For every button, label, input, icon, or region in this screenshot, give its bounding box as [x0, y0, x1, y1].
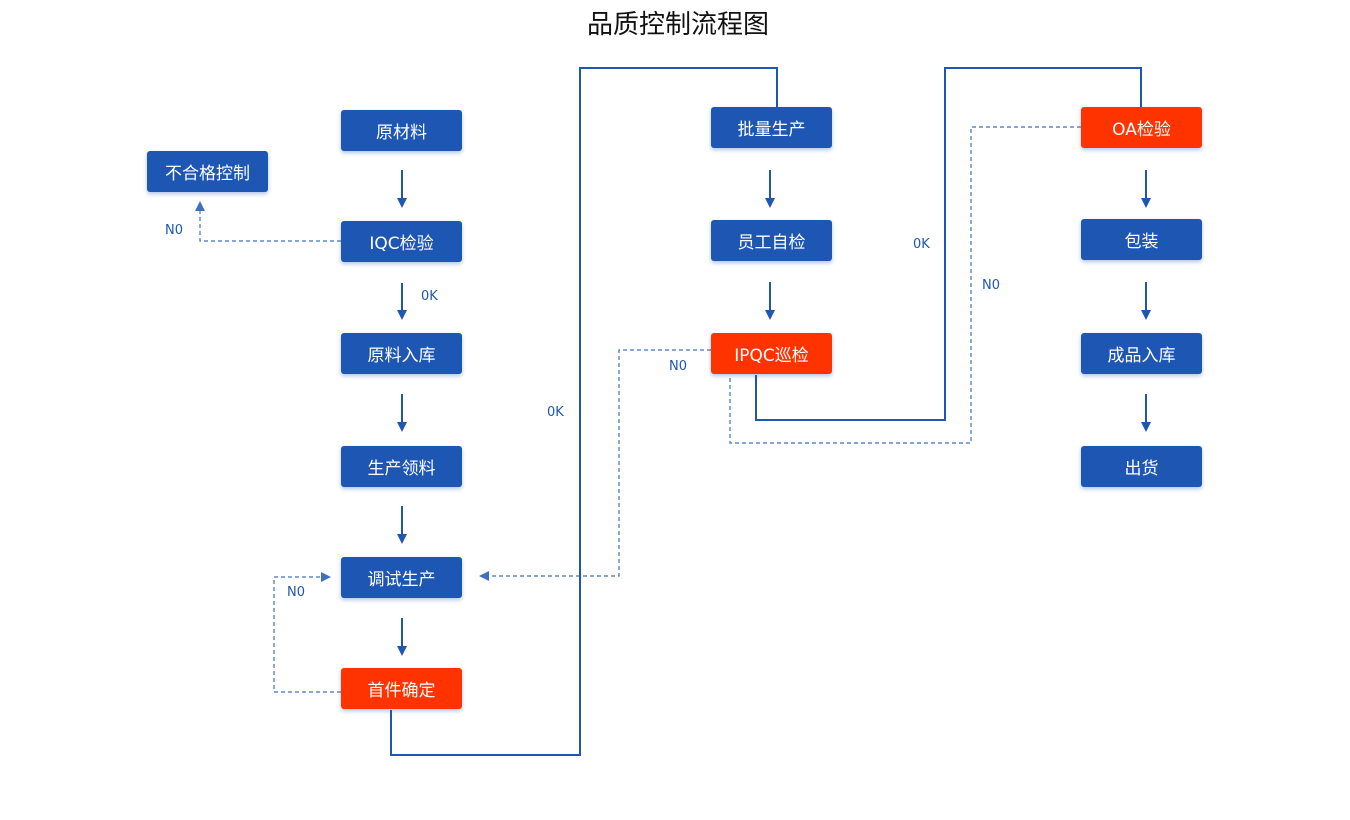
node-nonconforming-control: 不合格控制: [147, 151, 268, 192]
dashed-oa-no: [729, 126, 1081, 444]
node-shipment: 出货: [1081, 446, 1202, 487]
node-first-article: 首件确定: [341, 668, 462, 709]
node-raw-storage: 原料入库: [341, 333, 462, 374]
dashed-ipqc-no: [479, 349, 711, 581]
node-trial-production: 调试生产: [341, 557, 462, 598]
node-packaging: 包装: [1081, 219, 1202, 260]
page-title: 品质控制流程图: [586, 10, 769, 40]
node-raw-material: 原材料: [341, 110, 462, 151]
label-iqc-no: N0: [165, 223, 183, 238]
line-first-to-mass-ok: [390, 67, 778, 756]
label-oa-no: N0: [982, 278, 1000, 293]
label-ipqc-no: N0: [669, 359, 687, 374]
node-ipqc: IPQC巡检: [711, 333, 832, 374]
dashed-first-no: [273, 572, 341, 693]
node-finished-storage: 成品入库: [1081, 333, 1202, 374]
node-material-requisition: 生产领料: [341, 446, 462, 487]
label-iqc-ok: 0K: [421, 289, 438, 304]
label-first-ok: 0K: [547, 405, 564, 420]
node-mass-production: 批量生产: [711, 107, 832, 148]
node-self-inspection: 员工自检: [711, 220, 832, 261]
label-ipqc-ok: 0K: [913, 237, 930, 252]
label-first-no: N0: [287, 585, 305, 600]
node-oa: OA检验: [1081, 107, 1202, 148]
node-iqc: IQC检验: [341, 221, 462, 262]
line-ipqc-to-oa-ok: [755, 67, 1142, 421]
dashed-iqc-no: [195, 201, 341, 242]
